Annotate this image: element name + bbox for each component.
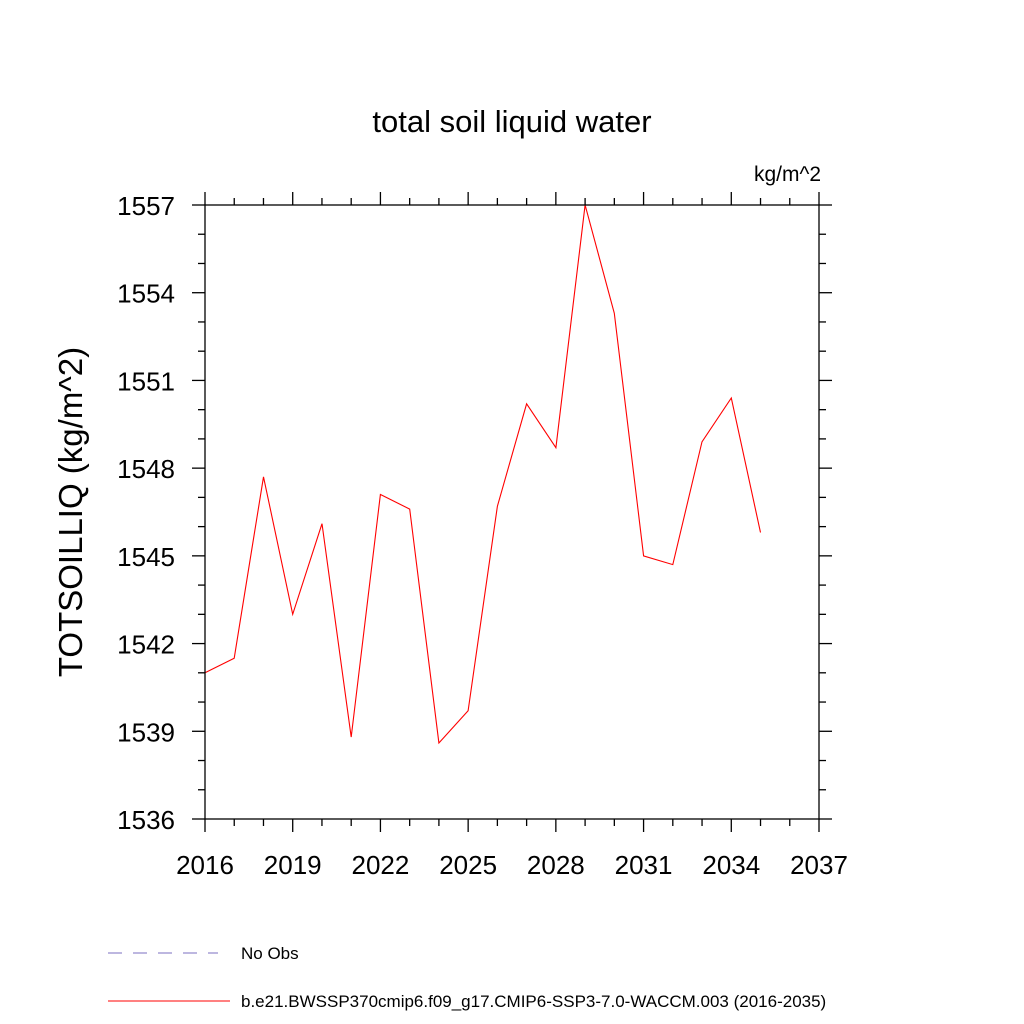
y-axis-label: TOTSOILLIQ (kg/m^2) [52,347,89,677]
x-tick-label: 2022 [352,850,410,880]
y-tick-label: 1557 [117,191,175,221]
x-tick-label: 2028 [527,850,585,880]
y-tick-label: 1545 [117,542,175,572]
y-tick-label: 1539 [117,717,175,747]
x-tick-label: 2016 [176,850,234,880]
x-tick-label: 2034 [702,850,760,880]
y-tick-label: 1542 [117,630,175,660]
legend-label-model: b.e21.BWSSP370cmip6.f09_g17.CMIP6-SSP3-7… [241,992,826,1011]
plot-frame [204,204,820,820]
legend-label-no-obs: No Obs [241,944,299,963]
x-tick-label: 2031 [615,850,673,880]
legend: No Obs b.e21.BWSSP370cmip6.f09_g17.CMIP6… [108,944,826,1011]
x-tick-label: 2037 [790,850,848,880]
y-tick-label: 1548 [117,454,175,484]
series-layer [204,204,762,745]
y-tick-label: 1554 [117,279,175,309]
axis-ticks: 2016 2019 2022 2025 2028 2031 2034 2037 1536 1539… [117,191,848,880]
x-tick-label: 2019 [264,850,322,880]
units-label: kg/m^2 [754,163,821,186]
series-line-0 [204,204,762,745]
x-tick-label: 2025 [439,850,497,880]
chart-title: total soil liquid water [372,104,651,139]
y-tick-label: 1551 [117,366,175,396]
y-tick-label: 1536 [117,805,175,835]
